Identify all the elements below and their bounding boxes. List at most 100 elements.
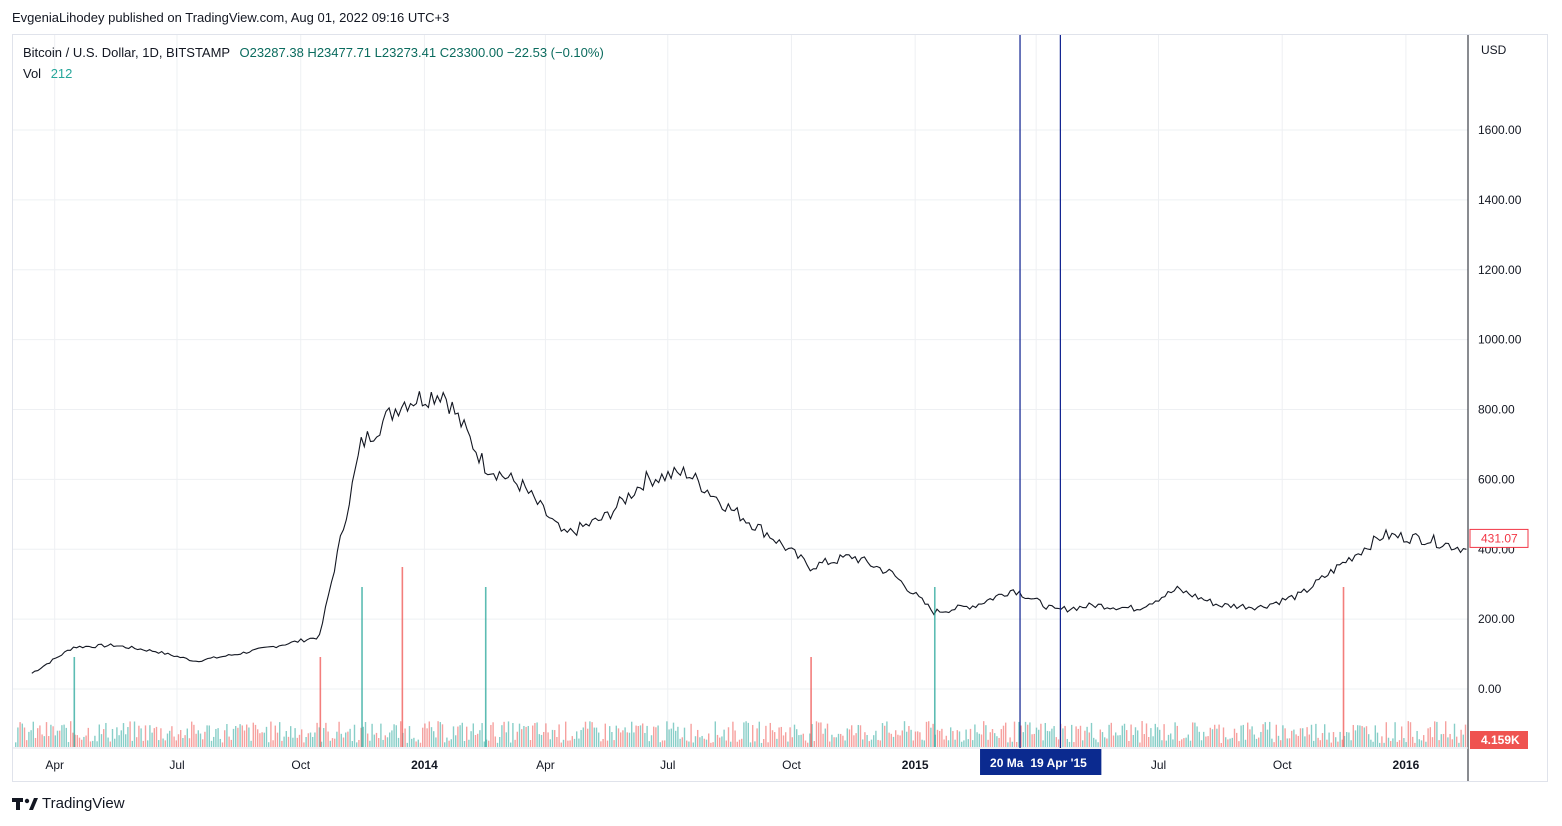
volume-bar [270,721,272,747]
volume-bar [492,722,494,747]
footer-brand[interactable]: TradingView [12,795,125,812]
volume-bar [765,725,767,747]
volume-bar [675,730,677,747]
volume-bar [393,724,395,747]
volume-bar [1084,730,1086,747]
volume-bar [725,740,727,747]
volume-bar [230,739,232,747]
legend-ohlc: O23287.38 H23477.71 L23273.41 C23300.00 … [239,45,604,60]
volume-bar [879,740,881,747]
volume-bar [483,741,485,747]
currency-label: USD [1481,43,1507,57]
volume-bar [452,726,455,747]
volume-bar [536,722,538,747]
volume-legend[interactable]: Vol 212 [23,66,72,81]
price-series-line[interactable] [31,391,1467,674]
y-tick-label: 600.00 [1478,472,1515,486]
volume-bar [1436,721,1438,747]
marker-badge[interactable] [980,749,1102,775]
volume-bar [281,740,283,747]
volume-bar [81,739,83,747]
volume-bar [1363,727,1365,747]
volume-bar [28,731,30,747]
volume-bar [1387,737,1390,747]
volume-bar [1423,735,1425,747]
volume-bar [833,737,835,747]
y-tick-label: 0.00 [1478,682,1502,696]
volume-bar [523,725,525,747]
volume-bar [1009,737,1011,747]
volume-bar [109,741,111,747]
volume-bar [562,739,565,747]
volume-bar [26,740,28,747]
x-tick-label: Jul [169,758,184,772]
volume-bar [1418,739,1420,747]
volume-bar [1187,734,1189,747]
volume-bar [1434,721,1436,747]
volume-bar [406,742,408,747]
volume-bar [1429,727,1431,747]
volume-bar [1427,728,1429,747]
volume-bar [1453,723,1456,747]
volume-bar [996,736,998,747]
volume-bar [184,735,186,747]
volume-bar [521,729,523,747]
volume-bar [1154,723,1156,747]
volume-bar [1464,724,1467,747]
volume-bar [1031,734,1033,747]
volume-bar [210,740,213,747]
volume-bar [1051,728,1053,747]
volume-bar [1062,728,1064,747]
volume-bar [191,721,193,747]
volume-bar [1097,742,1099,747]
volume-bar [1392,738,1394,747]
volume-bar [237,727,239,747]
volume-bar [382,739,384,747]
volume-bar [435,737,437,747]
chart-frame[interactable] [12,34,1548,782]
volume-bar [1172,739,1174,747]
volume-bar [807,742,809,747]
volume-bar [1319,740,1321,747]
volume-bar [213,736,215,747]
volume-bar [371,723,373,747]
volume-bar [664,740,666,747]
volume-bar [413,737,415,747]
volume-bar [1145,723,1148,747]
volume-bar [1291,730,1293,747]
volume-bar [785,732,787,747]
volume-bar [428,721,430,747]
volume-bar [364,722,367,747]
marker-label: 20 Ma [990,756,1024,770]
volume-bar [1385,722,1387,747]
volume-bar [378,738,380,747]
volume-bar [870,739,873,747]
marker-label: 19 Apr '15 [1030,756,1087,770]
volume-bar [1044,722,1046,747]
volume-bar [408,726,411,747]
volume-bar [422,727,424,747]
volume-bar [235,726,237,747]
volume-bar [1082,740,1084,747]
volume-bar [769,722,771,747]
volume-bar [30,730,32,747]
volume-bar [1222,727,1225,747]
volume-bar [232,728,235,747]
volume-bar [538,734,540,747]
volume-bar [912,740,914,747]
volume-bar [1306,727,1308,747]
volume-bar [1398,740,1401,747]
volume-last-badge [1470,731,1528,749]
volume-bar [1458,742,1460,747]
volume-bar [199,733,202,747]
volume-bar [945,735,947,747]
volume-bar [1462,734,1464,747]
legend-symbol[interactable]: Bitcoin / U.S. Dollar, 1D, BITSTAMP [23,45,230,60]
volume-bar [173,736,175,747]
volume-bar [933,587,936,747]
x-tick-label: Apr [536,758,555,772]
volume-bar [1227,739,1229,747]
volume-legend-value: 212 [50,66,73,81]
volume-bar [930,727,932,747]
